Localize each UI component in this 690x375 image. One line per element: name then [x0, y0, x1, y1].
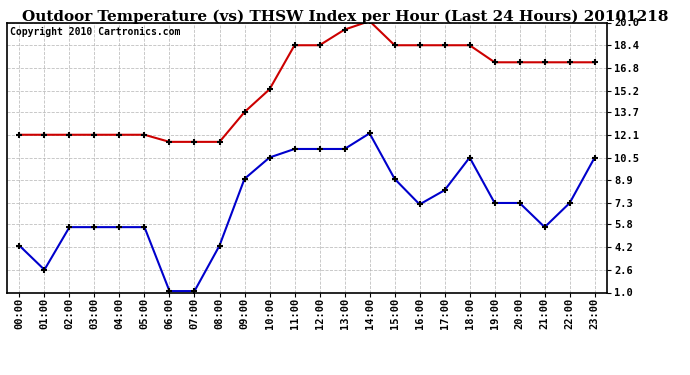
Text: Outdoor Temperature (vs) THSW Index per Hour (Last 24 Hours) 20101218: Outdoor Temperature (vs) THSW Index per … — [22, 9, 668, 24]
Text: Copyright 2010 Cartronics.com: Copyright 2010 Cartronics.com — [10, 27, 180, 37]
